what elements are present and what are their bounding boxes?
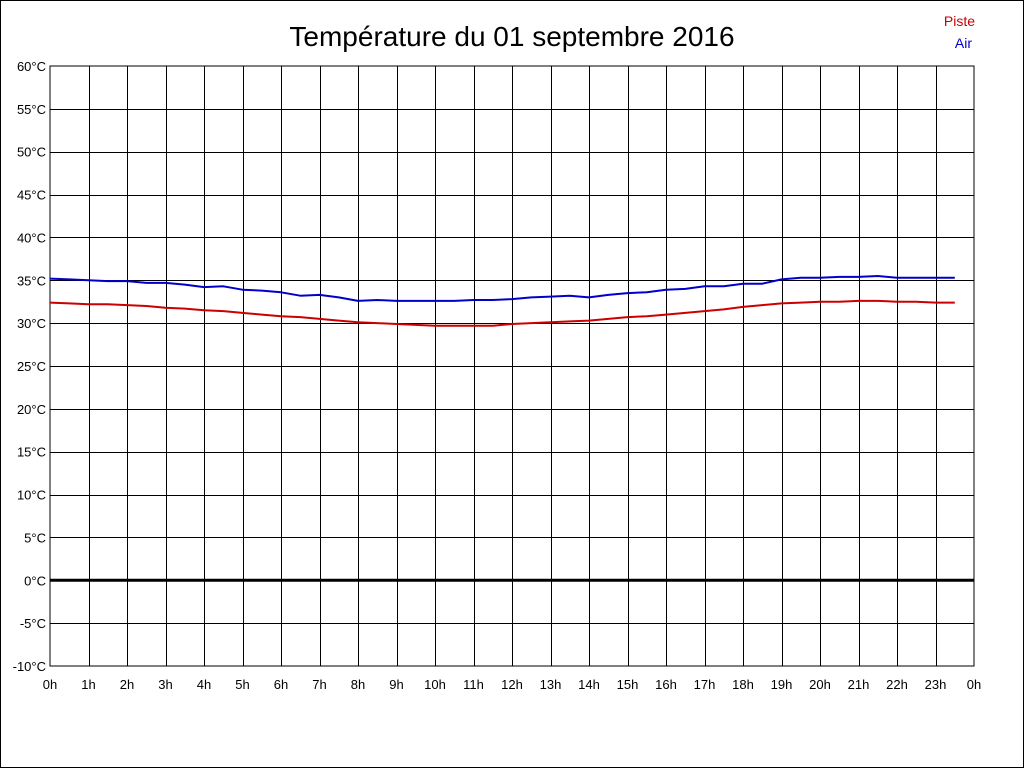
y-tick-label: 25°C xyxy=(17,359,46,374)
x-tick-label: 2h xyxy=(120,677,134,692)
x-tick-label: 22h xyxy=(886,677,908,692)
x-tick-label: 4h xyxy=(197,677,211,692)
x-tick-label: 19h xyxy=(771,677,793,692)
series-line-air xyxy=(49,275,955,302)
x-tick-label: 17h xyxy=(694,677,716,692)
x-tick-label: 12h xyxy=(501,677,523,692)
x-tick-label: 0h xyxy=(43,677,57,692)
y-tick-label: 10°C xyxy=(17,488,46,503)
x-tick-label: 8h xyxy=(351,677,365,692)
y-tick-label: 35°C xyxy=(17,273,46,288)
x-tick-label: 23h xyxy=(925,677,947,692)
y-tick-label: 60°C xyxy=(17,59,46,74)
x-tick-label: 1h xyxy=(81,677,95,692)
y-tick-label: -10°C xyxy=(13,659,46,674)
series-lines xyxy=(49,275,955,327)
y-tick-label: 5°C xyxy=(24,530,46,545)
y-axis-ticks: 60°C 55°C 50°C 45°C 40°C 35°C 30°C 25°C 20°C 15°C… xyxy=(13,59,46,674)
grid xyxy=(50,66,974,666)
x-tick-label: 9h xyxy=(389,677,403,692)
y-tick-label: 30°C xyxy=(17,316,46,331)
series-line-piste xyxy=(49,299,955,327)
y-tick-label: 45°C xyxy=(17,188,46,203)
y-tick-label: 15°C xyxy=(17,445,46,460)
x-tick-label: 11h xyxy=(463,677,484,692)
x-tick-label: 10h xyxy=(424,677,446,692)
x-axis-ticks: 0h 1h 2h 3h 4h 5h 6h 7h 8h 9h 10h 11h 12h 13h 14h 15h 16… xyxy=(43,677,981,692)
x-tick-label: 6h xyxy=(274,677,288,692)
x-tick-label: 3h xyxy=(158,677,172,692)
plot-area-border xyxy=(49,65,975,667)
x-tick-label: 0h xyxy=(967,677,981,692)
y-tick-label: -5°C xyxy=(20,616,46,631)
x-tick-label: 7h xyxy=(312,677,326,692)
y-tick-label: 50°C xyxy=(17,145,46,160)
legend: Piste Air xyxy=(944,13,975,51)
y-tick-label: 20°C xyxy=(17,402,46,417)
x-tick-label: 5h xyxy=(235,677,249,692)
legend-label-piste: Piste xyxy=(944,13,975,29)
x-tick-label: 16h xyxy=(655,677,677,692)
x-tick-label: 18h xyxy=(732,677,754,692)
x-tick-label: 13h xyxy=(540,677,562,692)
chart-title: Température du 01 septembre 2016 xyxy=(289,21,734,52)
x-tick-label: 14h xyxy=(578,677,600,692)
y-tick-label: 0°C xyxy=(24,573,46,588)
y-tick-label: 40°C xyxy=(17,230,46,245)
legend-label-air: Air xyxy=(955,35,972,51)
x-tick-label: 20h xyxy=(809,677,831,692)
x-tick-label: 21h xyxy=(848,677,870,692)
x-tick-label: 15h xyxy=(617,677,639,692)
y-tick-label: 55°C xyxy=(17,102,46,117)
